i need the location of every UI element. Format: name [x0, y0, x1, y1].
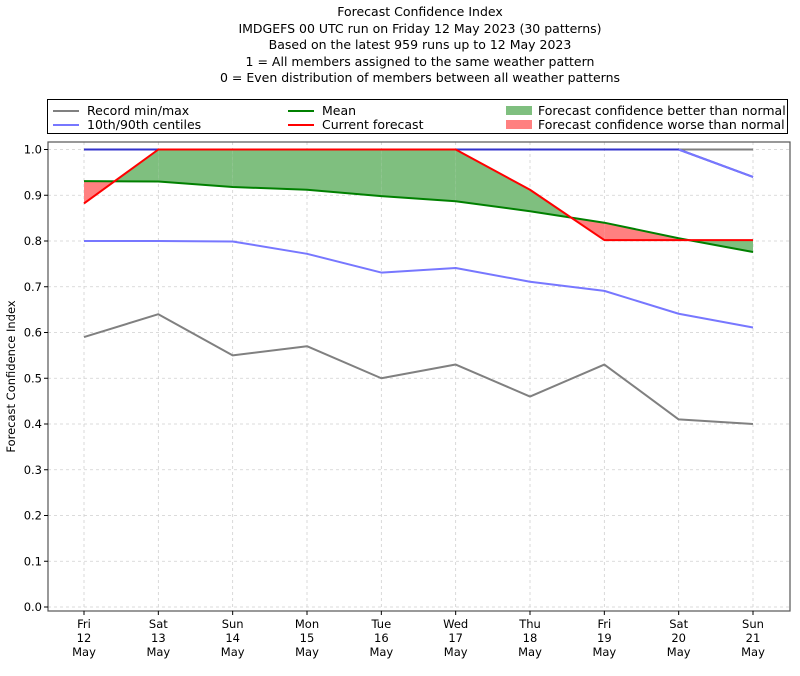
y-tick-label: 0.9 — [24, 188, 42, 202]
chart-title: Forecast Confidence Index IMDGEFS 00 UTC… — [0, 4, 800, 87]
x-tick-label: May — [72, 645, 96, 659]
x-tick-label: May — [295, 645, 319, 659]
legend-swatch-centiles — [53, 123, 79, 126]
x-tick-label: Tue — [371, 617, 392, 631]
x-tick-label: 13 — [151, 631, 166, 645]
legend-item-better: Forecast confidence better than normal — [506, 103, 786, 118]
title-line-1: Forecast Confidence Index — [337, 4, 503, 19]
legend-item-current: Current forecast — [288, 117, 423, 132]
series-line-record-min — [83, 313, 754, 425]
title-line-5: 0 = Even distribution of members between… — [219, 70, 621, 85]
x-tick-label: 21 — [746, 631, 761, 645]
fill-better — [381, 149, 456, 202]
title-line-3: Based on the latest 959 runs up to 12 Ma… — [268, 37, 572, 52]
plot-frame — [47, 141, 791, 612]
y-tick-label: 0.1 — [24, 554, 42, 568]
legend-item-record: Record min/max — [53, 103, 189, 118]
x-tick-label: 12 — [77, 631, 92, 645]
x-tick-label: 17 — [448, 631, 463, 645]
x-tick-label: 20 — [671, 631, 686, 645]
y-tick-label: 0.0 — [24, 600, 42, 614]
fill-better — [307, 149, 382, 197]
legend-label: Forecast confidence better than normal — [538, 103, 786, 118]
legend-swatch-mean — [288, 109, 314, 112]
x-tick-label: Fri — [597, 617, 611, 631]
legend-label: Record min/max — [87, 103, 190, 118]
x-tick-label: May — [369, 645, 393, 659]
legend-item-worse: Forecast confidence worse than normal — [506, 117, 785, 132]
x-tick-label: 18 — [523, 631, 538, 645]
x-tick-label: May — [741, 645, 765, 659]
x-tick-label: 15 — [300, 631, 315, 645]
y-tick-label: 0.6 — [24, 326, 42, 340]
legend-label: Current forecast — [322, 117, 424, 132]
series-line-mean — [83, 180, 754, 253]
fill-better — [455, 149, 530, 212]
x-tick-label: Sat — [149, 617, 168, 631]
y-tick-label: 0.3 — [24, 463, 42, 477]
y-tick-label: 1.0 — [24, 143, 42, 157]
x-tick-label: May — [146, 645, 170, 659]
x-tick-label: May — [444, 645, 468, 659]
x-tick-label: May — [592, 645, 616, 659]
y-tick-label: 0.7 — [24, 280, 42, 294]
x-tick-label: 16 — [374, 631, 389, 645]
title-line-4: 1 = All members assigned to the same wea… — [245, 53, 595, 69]
series-line-p10 — [84, 240, 754, 329]
legend-swatch-record — [53, 109, 79, 112]
x-tick-label: Sat — [669, 617, 688, 631]
x-tick-label: 19 — [597, 631, 612, 645]
title-line-2: IMDGEFS 00 UTC run on Friday 12 May 2023… — [238, 20, 602, 36]
y-tick-label: 0.2 — [24, 509, 42, 523]
legend-swatch-better — [506, 106, 532, 115]
series-segment-p90 — [678, 148, 754, 178]
legend-item-centiles: 10th/90th centiles — [53, 117, 201, 132]
x-tick-label: Sun — [742, 617, 764, 631]
y-axis-label: Forecast Confidence Index — [4, 300, 18, 452]
x-tick-label: 14 — [225, 631, 240, 645]
series-line-current — [83, 148, 753, 242]
x-tick-label: Wed — [443, 617, 468, 631]
x-tick-label: May — [518, 645, 542, 659]
y-tick-label: 0.8 — [24, 234, 42, 248]
x-tick-label: Thu — [518, 617, 541, 631]
legend-swatch-worse — [506, 120, 532, 129]
fill-better — [158, 149, 233, 188]
legend-swatch-current — [288, 123, 314, 126]
x-tick-label: Mon — [295, 617, 319, 631]
plot-layer — [48, 142, 790, 611]
fill-better — [232, 149, 307, 190]
legend-label: 10th/90th centiles — [87, 117, 202, 132]
x-tick-label: May — [221, 645, 245, 659]
legend-label: Forecast confidence worse than normal — [538, 117, 785, 132]
y-tick-label: 0.4 — [24, 417, 42, 431]
legend-label: Mean — [322, 103, 357, 118]
x-tick-label: Fri — [77, 617, 91, 631]
x-tick-label: Sun — [222, 617, 244, 631]
x-tick-label: May — [667, 645, 691, 659]
y-tick-label: 0.5 — [24, 371, 42, 385]
legend-item-mean: Mean — [288, 103, 356, 118]
legend: Record min/max 10th/90th centiles Mean C… — [47, 99, 788, 134]
